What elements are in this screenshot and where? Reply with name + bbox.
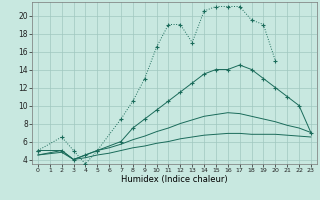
X-axis label: Humidex (Indice chaleur): Humidex (Indice chaleur) bbox=[121, 175, 228, 184]
